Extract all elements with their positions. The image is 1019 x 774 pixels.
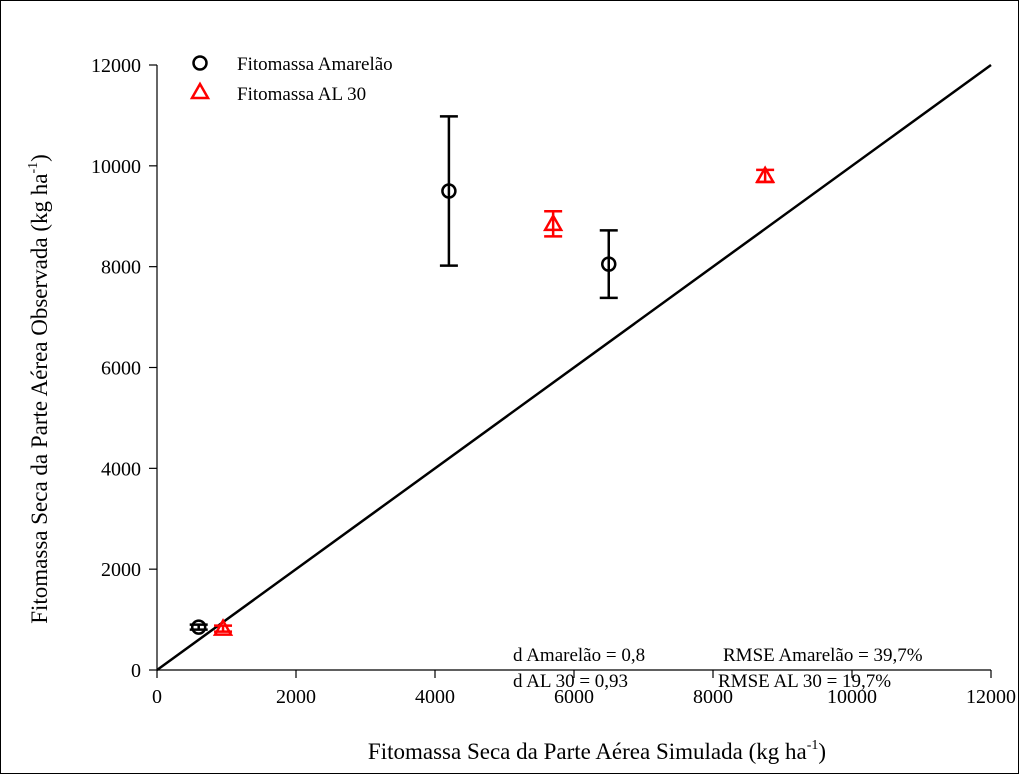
point-series0-2 [599,229,618,300]
x-tick-label-2000: 2000 [276,686,316,708]
statistics-annotations: d Amarelão = 0,8 RMSE Amarelão = 39,7% d… [513,645,923,692]
stat-d-amarelao: d Amarelão = 0,8 [513,645,645,666]
y-axis-title-superscript: -1 [26,162,41,174]
y-tick-label-6000: 6000 [101,358,141,380]
circle-marker [601,256,617,272]
y-tick-label-2000: 2000 [101,559,141,581]
x-tick-label-4000: 4000 [415,686,455,708]
legend: Fitomassa Amarelão Fitomassa AL 30 [189,54,393,105]
x-tick-label-6000: 6000 [554,686,594,708]
x-axis-title-superscript: -1 [807,738,819,753]
legend-label-al30: Fitomassa AL 30 [237,84,366,105]
point-series0-0 [189,619,208,635]
point-series0-1 [439,115,458,267]
legend-triangle-icon [189,81,211,100]
x-axis-title-main: Fitomassa Seca da Parte Aérea Simulada (… [368,739,807,764]
y-ticks: 0 2000 4000 6000 8000 10000 12000 [91,55,157,682]
stat-d-al30: d AL 30 = 0,93 [513,671,628,692]
x-axis-title: Fitomassa Seca da Parte Aérea Simulada (… [368,738,826,764]
x-tick-label-8000: 8000 [693,686,733,708]
stat-rmse-amarelao: RMSE Amarelão = 39,7% [723,645,923,666]
circle-marker [190,619,207,635]
legend-circle-icon [192,55,208,71]
data-points [189,115,776,636]
x-tick-label-12000: 12000 [966,686,1016,708]
x-ticks: 0 2000 4000 6000 8000 10000 12000 [152,670,1016,708]
y-tick-label-8000: 8000 [101,257,141,279]
y-tick-label-4000: 4000 [101,458,141,480]
reference-line-layer [156,63,992,672]
y-tick-label-0: 0 [131,660,141,682]
reference-line-1to1 [156,63,992,672]
point-series1-1 [542,209,564,238]
circle-marker [441,183,457,199]
point-series1-2 [754,165,776,184]
y-axis-title: Fitomassa Seca da Parte Aérea Observada … [26,154,52,624]
stat-rmse-al30: RMSE AL 30 = 19,7% [718,671,891,692]
y-tick-label-10000: 10000 [91,156,141,178]
triangle-marker [212,618,234,636]
legend-label-amarelao: Fitomassa Amarelão [237,54,393,75]
point-series1-0 [212,618,234,636]
y-tick-label-12000: 12000 [91,55,141,77]
legend-marker-amarelao [192,55,208,71]
triangle-marker [542,213,564,232]
x-tick-label-10000: 10000 [827,686,877,708]
y-axis-title-main: Fitomassa Seca da Parte Aérea Observada … [27,174,52,624]
x-axis-title-end: ) [818,739,826,764]
triangle-marker [754,165,776,184]
legend-marker-al30 [189,81,211,100]
x-tick-label-0: 0 [152,686,162,708]
y-axis-title-end: ) [27,154,52,162]
